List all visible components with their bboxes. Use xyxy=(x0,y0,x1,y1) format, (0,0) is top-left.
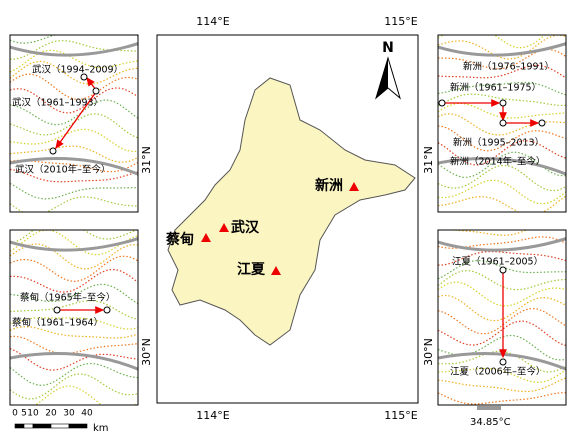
station-markers xyxy=(201,182,359,275)
contour xyxy=(438,125,566,152)
contour xyxy=(10,347,138,371)
station-label: 江夏 xyxy=(237,261,266,278)
inset-label: 新洲（2014年–至今） xyxy=(450,156,545,168)
contour xyxy=(10,317,138,330)
river xyxy=(10,157,138,176)
contours xyxy=(10,35,566,405)
scale-tick-label: 0 xyxy=(12,409,18,419)
legend-label: 34.85°C xyxy=(470,417,511,428)
contour xyxy=(438,195,566,212)
scale-tick-label: 40 xyxy=(81,409,93,419)
contour xyxy=(10,196,138,212)
lat-label: 30°N xyxy=(422,338,435,366)
scale-tick-label: 5 xyxy=(21,409,27,419)
contour xyxy=(10,182,138,200)
scale-segment xyxy=(50,423,70,429)
contour xyxy=(10,230,138,256)
contour xyxy=(10,128,138,153)
north-arrow: N xyxy=(375,40,401,100)
station-points xyxy=(49,73,546,366)
lon-label: 115°E xyxy=(384,409,417,422)
lat-label: 31°N xyxy=(422,146,435,174)
inset-contours xyxy=(10,35,138,212)
contour xyxy=(438,367,566,384)
contour xyxy=(438,320,566,347)
legend-swatch xyxy=(477,406,501,410)
inset-label: 武汉（1961–1993） xyxy=(12,97,103,109)
inset-label: 蔡甸（1965年–至今） xyxy=(20,292,115,304)
inset-label: 新洲（1976–1991） xyxy=(463,61,554,73)
relocation-arrows xyxy=(55,76,540,359)
contour xyxy=(438,151,566,178)
station-label: 蔡甸 xyxy=(165,231,194,248)
inset-contours xyxy=(10,230,138,405)
contour xyxy=(10,99,138,126)
river xyxy=(10,352,138,371)
river xyxy=(438,157,566,176)
wuhan-boundary xyxy=(167,77,416,346)
contour xyxy=(10,255,138,283)
contour xyxy=(10,73,138,100)
lon-label: 114°E xyxy=(196,15,229,28)
inset-label: 新洲（1995–2013） xyxy=(453,137,544,149)
river xyxy=(438,237,566,252)
contour xyxy=(438,179,566,205)
river xyxy=(10,42,138,57)
contour xyxy=(10,373,138,400)
contour xyxy=(10,335,138,355)
north-label: N xyxy=(382,40,394,56)
scale-tick-label: 20 xyxy=(45,409,57,419)
scale-unit: km xyxy=(93,423,109,434)
contour xyxy=(10,300,138,320)
contour xyxy=(438,140,566,166)
contour xyxy=(438,64,566,79)
station-label: 新洲 xyxy=(315,177,343,194)
contour xyxy=(438,377,566,393)
lat-label: 30°N xyxy=(140,338,153,366)
contour xyxy=(10,230,138,244)
contour xyxy=(438,93,566,107)
contour xyxy=(438,48,566,70)
contour xyxy=(10,283,138,305)
scale-segment xyxy=(14,423,25,429)
contour xyxy=(438,102,566,119)
contour xyxy=(10,243,138,270)
contour xyxy=(10,168,138,183)
river xyxy=(10,237,138,252)
contour xyxy=(438,250,566,266)
inset-label: 蔡甸（1961–1964） xyxy=(12,317,103,329)
contour xyxy=(10,145,138,163)
inset-label: 江夏（2006年–至今） xyxy=(450,366,545,378)
contour xyxy=(438,35,566,60)
scale-tick-label: 10 xyxy=(27,409,39,419)
inset-frames xyxy=(9,34,567,406)
inset-label: 江夏（1961–2005） xyxy=(452,256,543,268)
station-label: 武汉 xyxy=(231,219,260,236)
inset-contours xyxy=(438,35,566,212)
contour xyxy=(10,268,138,293)
contour xyxy=(438,391,566,405)
scale-segment xyxy=(23,423,34,429)
scale-segment xyxy=(68,423,88,429)
contour xyxy=(438,164,566,192)
contour xyxy=(10,35,138,44)
contour xyxy=(438,269,566,291)
contour xyxy=(447,230,528,236)
lon-label: 114°E xyxy=(196,409,229,422)
river xyxy=(438,42,566,57)
scale-segment xyxy=(32,423,52,429)
inset-label: 新洲（1961–1975） xyxy=(450,82,541,94)
lon-label: 115°E xyxy=(384,15,417,28)
contour xyxy=(438,81,566,96)
contour xyxy=(438,113,566,136)
inset-label: 武汉（2010年–至今） xyxy=(15,164,110,176)
scale-tick-label: 30 xyxy=(63,409,75,419)
inset-label: 武汉（1994–2009） xyxy=(32,64,123,76)
contour xyxy=(438,281,566,307)
lat-label: 31°N xyxy=(140,146,153,174)
contour xyxy=(10,326,138,339)
